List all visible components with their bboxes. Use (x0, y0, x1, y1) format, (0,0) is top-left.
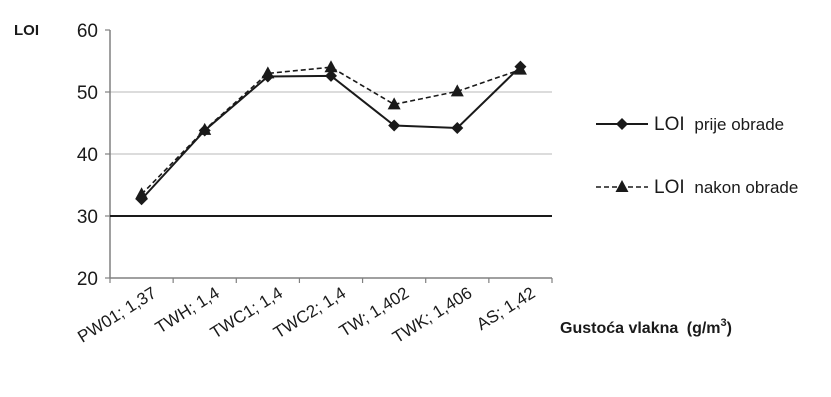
x-axis-label-text: Gustoća vlakna (560, 320, 678, 337)
y-tick-label: 40 (77, 145, 98, 166)
data-point-nakon (198, 122, 212, 135)
series-markers (135, 60, 527, 206)
legend-label-nakon: LOI nakon obrade (654, 177, 798, 198)
legend-prefix-prije: LOI (654, 114, 685, 135)
legend-marker-prije (616, 118, 628, 130)
x-axis-label-unit: (g/m (687, 320, 721, 337)
legend-suffix-nakon: nakon obrade (694, 178, 798, 197)
y-tick-label: 30 (77, 207, 98, 228)
series-lines (140, 65, 522, 200)
legend-prefix-nakon: LOI (654, 177, 685, 198)
data-point-nakon (450, 84, 464, 97)
data-point-nakon (324, 60, 338, 73)
series-line-nakon (140, 66, 521, 195)
data-point-prije (325, 69, 337, 82)
data-point-prije (388, 119, 401, 132)
legend: LOI prije obrade LOI nakon obrade (596, 114, 798, 198)
data-point-nakon (387, 97, 401, 110)
x-tick-label: PW01; 1,37 (74, 283, 159, 346)
y-tick-label: 60 (77, 21, 98, 42)
legend-marker-nakon (615, 180, 629, 192)
legend-suffix-prije: prije obrade (694, 115, 784, 134)
legend-label-prije: LOI prije obrade (654, 114, 784, 135)
x-tick-label: TWC2; 1,4 (270, 283, 349, 342)
data-point-nakon (261, 66, 275, 79)
data-point-prije (451, 121, 464, 134)
data-point-nakon (513, 62, 527, 75)
y-axis-label: LOI (14, 22, 39, 39)
y-ticks: 20 30 40 50 60 (77, 21, 110, 290)
data-point-nakon (135, 187, 149, 200)
y-tick-label: 20 (77, 269, 98, 290)
x-axis-label-unit-sup: 3 (721, 317, 727, 329)
x-axis-label-unit-close: ) (727, 320, 732, 337)
series-line-prije (140, 65, 522, 200)
y-tick-label: 50 (77, 83, 98, 104)
x-tick-label: AS; 1,42 (473, 283, 538, 334)
x-axis-label: Gustoća vlakna (g/m3) (560, 317, 732, 337)
